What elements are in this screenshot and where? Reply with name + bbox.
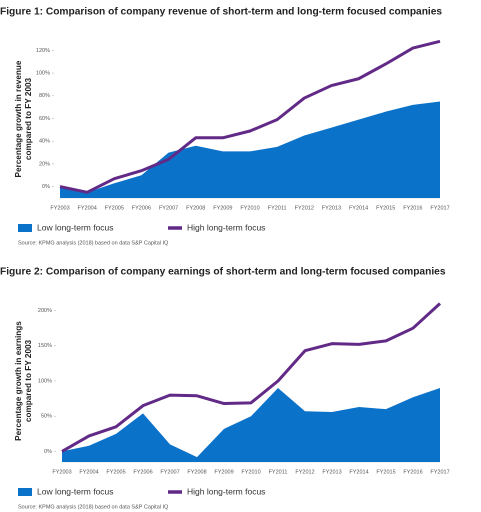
x-tick-label: FY2015	[376, 469, 395, 475]
x-tick-label: FY2008	[187, 469, 206, 475]
y-axis-label: Percentage growth in revenue compared to…	[14, 60, 33, 177]
area	[62, 388, 440, 462]
x-tick-label: FY2016	[403, 469, 422, 475]
x-tick-label: FY2017	[430, 205, 449, 211]
x-tick-label: FY2015	[376, 205, 395, 211]
area	[60, 101, 440, 198]
x-tick-label: FY2004	[78, 205, 97, 211]
x-tick-label: FY2003	[52, 469, 71, 475]
line	[61, 302, 442, 453]
x-tick-label: FY2005	[105, 205, 124, 211]
x-tick-label: FY2012	[295, 205, 314, 211]
x-tick-label: FY2007	[160, 469, 179, 475]
y-tick-label: 120%	[36, 48, 50, 54]
source: Source: KPMG analysis (2018) based on da…	[18, 504, 169, 510]
y-tick-label: 150%	[38, 343, 52, 349]
y-tick-label: 50%	[41, 414, 52, 420]
legend-label: Low long-term focus	[37, 222, 114, 232]
x-tick-label: FY2011	[269, 469, 288, 475]
x-tick-label: FY2007	[159, 205, 178, 211]
x-tick-label: FY2008	[186, 205, 205, 211]
y-tick-label: 0%	[42, 184, 50, 190]
x-tick-label: FY2013	[322, 469, 341, 475]
y-tick-label: 0%	[44, 449, 52, 455]
legend-swatch	[18, 488, 32, 496]
x-tick-label: FY2003	[50, 205, 69, 211]
y-tick-label: 100%	[38, 378, 52, 384]
legend-swatch	[18, 224, 32, 232]
x-tick-label: FY2017	[430, 469, 449, 475]
x-tick-label: FY2014	[349, 469, 368, 475]
legend-label: Low long-term focus	[37, 486, 114, 496]
y-tick-label: 100%	[36, 71, 50, 77]
chart-title: Figure 2: Comparison of company earnings…	[0, 267, 446, 278]
y-tick-label: 40%	[39, 139, 50, 145]
y-axis-label: Percentage growth in earnings compared t…	[14, 321, 33, 441]
y-tick-label: 20%	[39, 161, 50, 167]
chart-title: Figure 1: Comparison of company revenue …	[0, 7, 442, 18]
x-tick-label: FY2013	[322, 205, 341, 211]
x-tick-label: FY2009	[214, 469, 233, 475]
legend-label: High long-term focus	[187, 222, 265, 232]
x-tick-label: FY2012	[295, 469, 314, 475]
x-tick-label: FY2004	[79, 469, 98, 475]
y-tick-label: 80%	[39, 93, 50, 99]
y-tick-label: 200%	[38, 308, 52, 314]
source: Source: KPMG analysis (2018) based on da…	[18, 240, 169, 246]
x-tick-label: FY2016	[403, 205, 422, 211]
y-tick-label: 60%	[39, 116, 50, 122]
x-tick-label: FY2005	[106, 469, 125, 475]
line	[59, 39, 441, 194]
x-tick-label: FY2006	[132, 205, 151, 211]
x-tick-label: FY2006	[133, 469, 152, 475]
x-tick-label: FY2014	[349, 205, 368, 211]
x-tick-label: FY2010	[240, 205, 259, 211]
x-tick-label: FY2011	[268, 205, 287, 211]
x-tick-label: FY2009	[213, 205, 232, 211]
legend-label: High long-term focus	[187, 486, 265, 496]
x-tick-label: FY2010	[241, 469, 260, 475]
